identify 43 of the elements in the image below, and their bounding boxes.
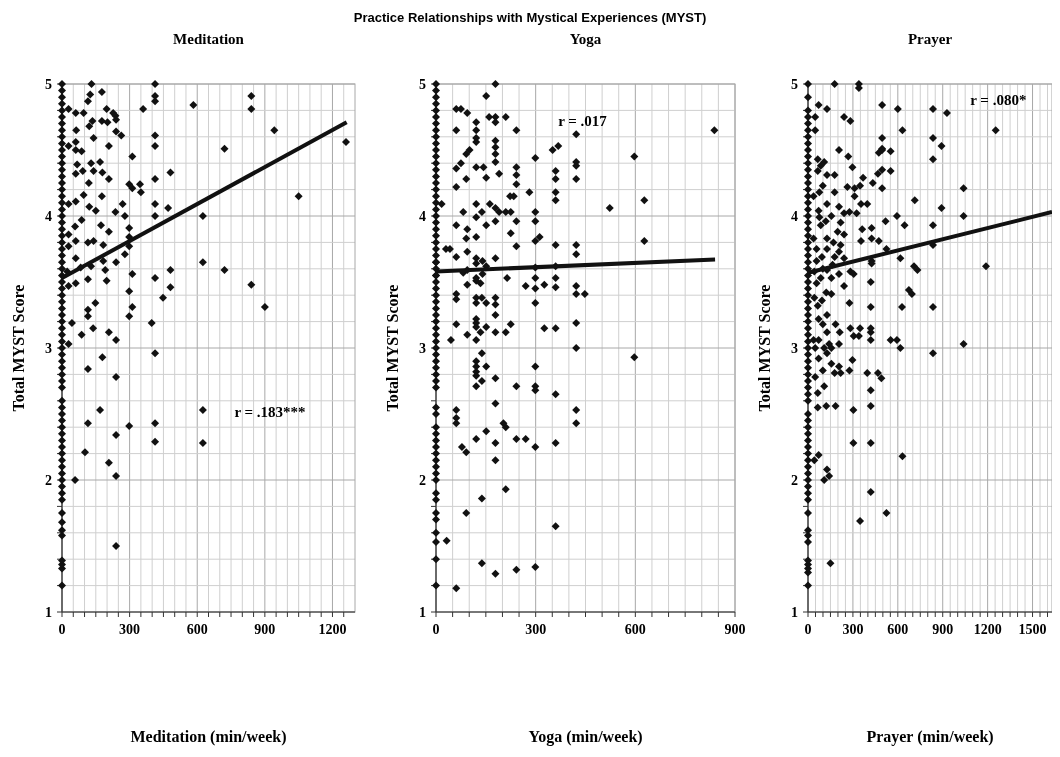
text: Practice Relationships with Mystical Experiences (MYST) xyxy=(353,10,707,25)
y-axis-title: Total MYST Score xyxy=(10,284,27,412)
annotation: r = .017 xyxy=(558,113,608,130)
x-tick-label: 0 xyxy=(58,622,66,637)
y-tick-label: 3 xyxy=(419,340,426,356)
y-tick-label: 4 xyxy=(791,208,798,224)
x-tick-label: 600 xyxy=(887,622,909,637)
y-tick-label: 3 xyxy=(45,340,52,356)
x-axis-title: Meditation (min/week) xyxy=(130,728,287,746)
x-axis-title: Yoga (min/week) xyxy=(528,728,643,746)
x-tick-label: 300 xyxy=(842,622,864,637)
y-tick-label: 1 xyxy=(419,604,426,620)
chart-title: Prayer xyxy=(907,31,953,47)
chart-title: Meditation xyxy=(173,31,245,47)
x-tick-label: 900 xyxy=(932,622,954,637)
annotation: r = .183*** xyxy=(234,403,306,420)
y-tick-label: 1 xyxy=(45,604,52,620)
y-tick-label: 1 xyxy=(791,604,798,620)
y-tick-label: 2 xyxy=(791,472,798,488)
y-tick-label: 4 xyxy=(419,208,426,224)
y-axis-title: Total MYST Score xyxy=(756,284,773,412)
chart-title: Yoga xyxy=(569,31,602,47)
y-tick-label: 5 xyxy=(791,76,798,92)
x-tick-label: 300 xyxy=(119,622,141,637)
annotation: r = .080* xyxy=(970,92,1027,109)
y-tick-label: 2 xyxy=(45,472,52,488)
x-tick-label: 600 xyxy=(624,622,646,637)
y-tick-label: 5 xyxy=(419,76,426,92)
x-tick-label: 1500 xyxy=(1018,622,1047,637)
y-tick-label: 2 xyxy=(419,472,426,488)
y-tick-label: 5 xyxy=(45,76,52,92)
y-tick-label: 3 xyxy=(791,340,798,356)
x-tick-label: 600 xyxy=(186,622,208,637)
x-tick-label: 900 xyxy=(254,622,276,637)
x-tick-label: 0 xyxy=(804,622,812,637)
x-tick-label: 0 xyxy=(432,622,440,637)
y-axis-title: Total MYST Score xyxy=(384,284,401,412)
x-tick-label: 1200 xyxy=(318,622,347,637)
x-tick-label: 1200 xyxy=(973,622,1002,637)
y-tick-label: 4 xyxy=(45,208,52,224)
x-axis-title: Prayer (min/week) xyxy=(866,728,994,746)
x-tick-label: 900 xyxy=(724,622,746,637)
x-tick-label: 300 xyxy=(525,622,547,637)
